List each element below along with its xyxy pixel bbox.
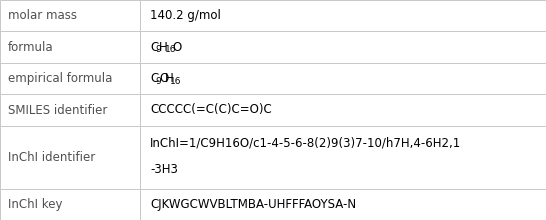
Text: H: H (159, 41, 168, 54)
Text: O: O (159, 72, 169, 85)
Text: C: C (150, 41, 158, 54)
Text: 16: 16 (164, 46, 176, 55)
Text: C: C (150, 72, 158, 85)
Text: -3H3: -3H3 (150, 163, 178, 176)
Text: CCCCC(=C(C)C=O)C: CCCCC(=C(C)C=O)C (150, 103, 272, 117)
Text: 16: 16 (170, 77, 181, 86)
Text: InChI identifier: InChI identifier (8, 151, 95, 164)
Text: 9: 9 (155, 77, 161, 86)
Text: InChI=1/C9H16O/c1-4-5-6-8(2)9(3)7-10/h7H,4-6H2,1: InChI=1/C9H16O/c1-4-5-6-8(2)9(3)7-10/h7H… (150, 137, 461, 150)
Text: 9: 9 (155, 46, 161, 55)
Text: empirical formula: empirical formula (8, 72, 112, 85)
Text: formula: formula (8, 41, 54, 54)
Text: O: O (173, 41, 182, 54)
Text: molar mass: molar mass (8, 9, 77, 22)
Text: InChI key: InChI key (8, 198, 62, 211)
Text: H: H (164, 72, 173, 85)
Text: CJKWGCWVBLTMBA-UHFFFAOYSA-N: CJKWGCWVBLTMBA-UHFFFAOYSA-N (150, 198, 356, 211)
Text: SMILES identifier: SMILES identifier (8, 103, 108, 117)
Text: 140.2 g/mol: 140.2 g/mol (150, 9, 221, 22)
